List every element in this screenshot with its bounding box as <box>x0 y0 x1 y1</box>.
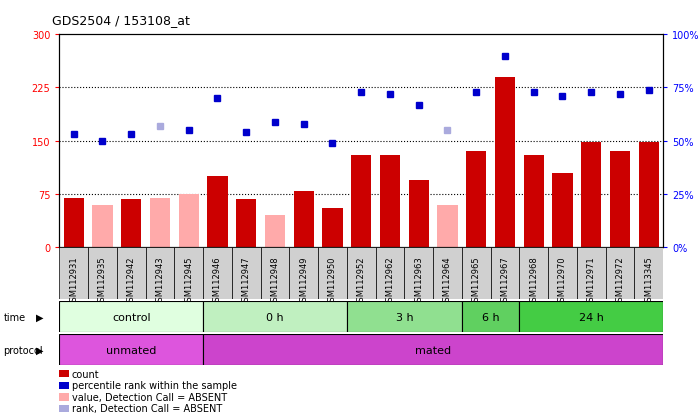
Bar <box>265 216 285 248</box>
Bar <box>290 248 318 299</box>
Bar <box>524 156 544 248</box>
Text: GSM112947: GSM112947 <box>242 256 251 306</box>
Text: GSM112967: GSM112967 <box>500 256 510 306</box>
Bar <box>462 248 491 299</box>
Text: GDS2504 / 153108_at: GDS2504 / 153108_at <box>52 14 191 27</box>
Bar <box>351 156 371 248</box>
Text: ▶: ▶ <box>36 345 44 355</box>
Text: GSM112952: GSM112952 <box>357 256 366 306</box>
Text: GSM113345: GSM113345 <box>644 256 653 306</box>
Text: GSM112968: GSM112968 <box>529 256 538 306</box>
Text: rank, Detection Call = ABSENT: rank, Detection Call = ABSENT <box>72 404 222 413</box>
Bar <box>117 248 146 299</box>
Bar <box>495 78 515 248</box>
Bar <box>466 152 487 248</box>
Bar <box>380 156 400 248</box>
Bar <box>491 248 519 299</box>
Bar <box>634 248 663 299</box>
Text: control: control <box>112 312 151 322</box>
Text: ▶: ▶ <box>36 312 44 322</box>
Text: GSM112948: GSM112948 <box>270 256 279 306</box>
Bar <box>577 248 606 299</box>
Bar <box>121 199 141 248</box>
Text: 0 h: 0 h <box>266 312 284 322</box>
Text: GSM112943: GSM112943 <box>156 256 165 306</box>
Text: mated: mated <box>415 345 451 355</box>
Bar <box>606 248 634 299</box>
Text: GSM112970: GSM112970 <box>558 256 567 306</box>
Text: GSM112945: GSM112945 <box>184 256 193 306</box>
Text: 3 h: 3 h <box>396 312 413 322</box>
Text: GSM112963: GSM112963 <box>414 256 423 306</box>
Text: 24 h: 24 h <box>579 312 604 322</box>
Bar <box>59 335 203 366</box>
Bar <box>552 173 572 248</box>
Bar <box>203 248 232 299</box>
Bar <box>146 248 174 299</box>
Text: time: time <box>3 312 26 322</box>
Bar <box>207 177 228 248</box>
Bar <box>179 195 199 248</box>
Bar <box>548 248 577 299</box>
Text: GSM112962: GSM112962 <box>385 256 394 306</box>
Bar <box>581 143 601 248</box>
Bar <box>408 180 429 248</box>
Text: GSM112965: GSM112965 <box>472 256 481 306</box>
Text: GSM112950: GSM112950 <box>328 256 337 306</box>
Bar <box>404 248 433 299</box>
Bar <box>236 199 256 248</box>
Bar <box>462 301 519 332</box>
Bar <box>88 248 117 299</box>
Bar <box>322 209 343 248</box>
Bar <box>610 152 630 248</box>
Bar <box>347 248 376 299</box>
Bar <box>64 198 84 248</box>
Text: unmated: unmated <box>106 345 156 355</box>
Bar <box>294 191 314 248</box>
Text: protocol: protocol <box>3 345 43 355</box>
Text: GSM112935: GSM112935 <box>98 256 107 306</box>
Bar <box>203 335 663 366</box>
Bar <box>59 301 203 332</box>
Text: GSM112931: GSM112931 <box>69 256 78 306</box>
Bar <box>260 248 290 299</box>
Text: GSM112964: GSM112964 <box>443 256 452 306</box>
Text: GSM112942: GSM112942 <box>127 256 135 306</box>
Text: GSM112972: GSM112972 <box>616 256 625 306</box>
Bar <box>639 143 659 248</box>
Bar <box>150 198 170 248</box>
Bar <box>59 248 88 299</box>
Bar <box>519 248 548 299</box>
Text: count: count <box>72 369 100 379</box>
Bar <box>92 205 112 248</box>
Text: GSM112971: GSM112971 <box>587 256 595 306</box>
Bar <box>347 301 462 332</box>
Text: 6 h: 6 h <box>482 312 499 322</box>
Text: value, Detection Call = ABSENT: value, Detection Call = ABSENT <box>72 392 227 402</box>
Bar <box>174 248 203 299</box>
Text: GSM112949: GSM112949 <box>299 256 309 306</box>
Bar <box>376 248 404 299</box>
Bar <box>438 205 457 248</box>
Text: percentile rank within the sample: percentile rank within the sample <box>72 380 237 390</box>
Bar <box>318 248 347 299</box>
Bar <box>519 301 663 332</box>
Bar <box>433 248 462 299</box>
Text: GSM112946: GSM112946 <box>213 256 222 306</box>
Bar <box>203 301 347 332</box>
Bar <box>232 248 260 299</box>
